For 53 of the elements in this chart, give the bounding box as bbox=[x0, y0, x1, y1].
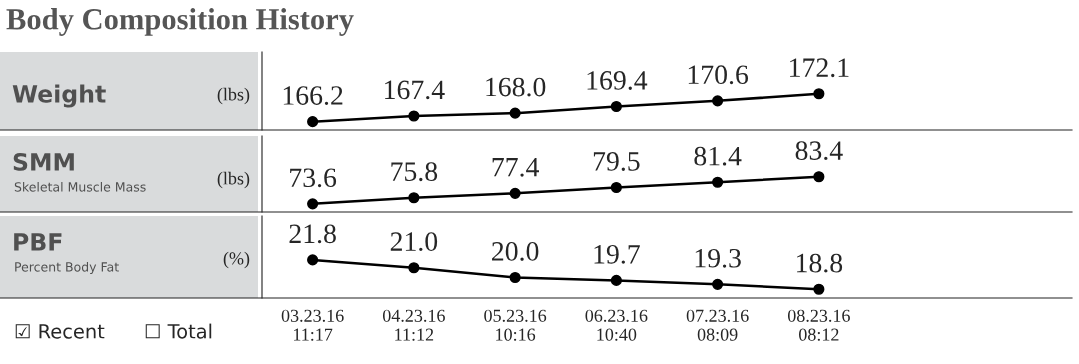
data-label: 83.4 bbox=[795, 141, 843, 161]
text: Body Composition History bbox=[6, 8, 354, 36]
point bbox=[712, 278, 724, 290]
point bbox=[712, 176, 724, 188]
data-label: 73.6 bbox=[290, 168, 337, 188]
text: Weight bbox=[12, 84, 106, 108]
data-label: 172.1 bbox=[790, 58, 849, 78]
point bbox=[813, 171, 825, 183]
text: ☐ Total bbox=[145, 323, 212, 339]
point bbox=[610, 181, 622, 194]
point bbox=[712, 95, 724, 107]
x-tick-label: 08.23.16 08:12 bbox=[787, 309, 850, 341]
data-label: 79.5 bbox=[593, 152, 640, 171]
point bbox=[408, 192, 420, 204]
point bbox=[610, 274, 622, 286]
text: Skeletal Muscle Mass bbox=[14, 181, 146, 192]
x-tick-label: 06.23.16 10:40 bbox=[585, 309, 648, 341]
point bbox=[610, 100, 622, 113]
data-label: 21.8 bbox=[289, 224, 336, 244]
x-tick-label: 03.23.16 11:17 bbox=[281, 309, 344, 341]
text: PBF bbox=[14, 233, 62, 251]
text: SMM bbox=[13, 152, 74, 171]
x-tick-label: 07.23.16 08:09 bbox=[686, 309, 749, 341]
x-tick-label: 05.23.16 10:16 bbox=[484, 309, 547, 341]
data-label: 167.4 bbox=[385, 80, 445, 100]
y-axis-title: (lbs) bbox=[217, 171, 250, 189]
y-axis-title: (%) bbox=[223, 251, 250, 269]
point bbox=[813, 88, 825, 100]
point bbox=[408, 262, 420, 274]
text: Percent Body Fat bbox=[15, 261, 119, 275]
data-label: 166.2 bbox=[283, 86, 343, 106]
data-label: 170.6 bbox=[688, 65, 749, 85]
point bbox=[509, 107, 521, 119]
point bbox=[813, 283, 825, 295]
data-label: 19.3 bbox=[695, 248, 741, 268]
data-label: 21.0 bbox=[390, 232, 438, 252]
data-label: 19.7 bbox=[594, 245, 640, 264]
text: ☑ Recent bbox=[15, 324, 105, 339]
data-label: 169.4 bbox=[587, 71, 648, 90]
data-label: 77.4 bbox=[492, 158, 539, 177]
point bbox=[408, 110, 420, 122]
point bbox=[509, 187, 521, 199]
data-label: 18.8 bbox=[797, 253, 843, 273]
data-label: 81.4 bbox=[694, 146, 742, 166]
point bbox=[307, 116, 319, 128]
data-label: 168.0 bbox=[486, 77, 546, 97]
data-label: 20.0 bbox=[492, 242, 539, 261]
point bbox=[509, 271, 521, 284]
x-tick-label: 04.23.16 11:12 bbox=[382, 309, 445, 341]
point bbox=[307, 198, 319, 210]
point bbox=[307, 254, 319, 266]
data-label: 75.8 bbox=[391, 162, 438, 182]
y-axis-title: (lbs) bbox=[217, 87, 250, 105]
